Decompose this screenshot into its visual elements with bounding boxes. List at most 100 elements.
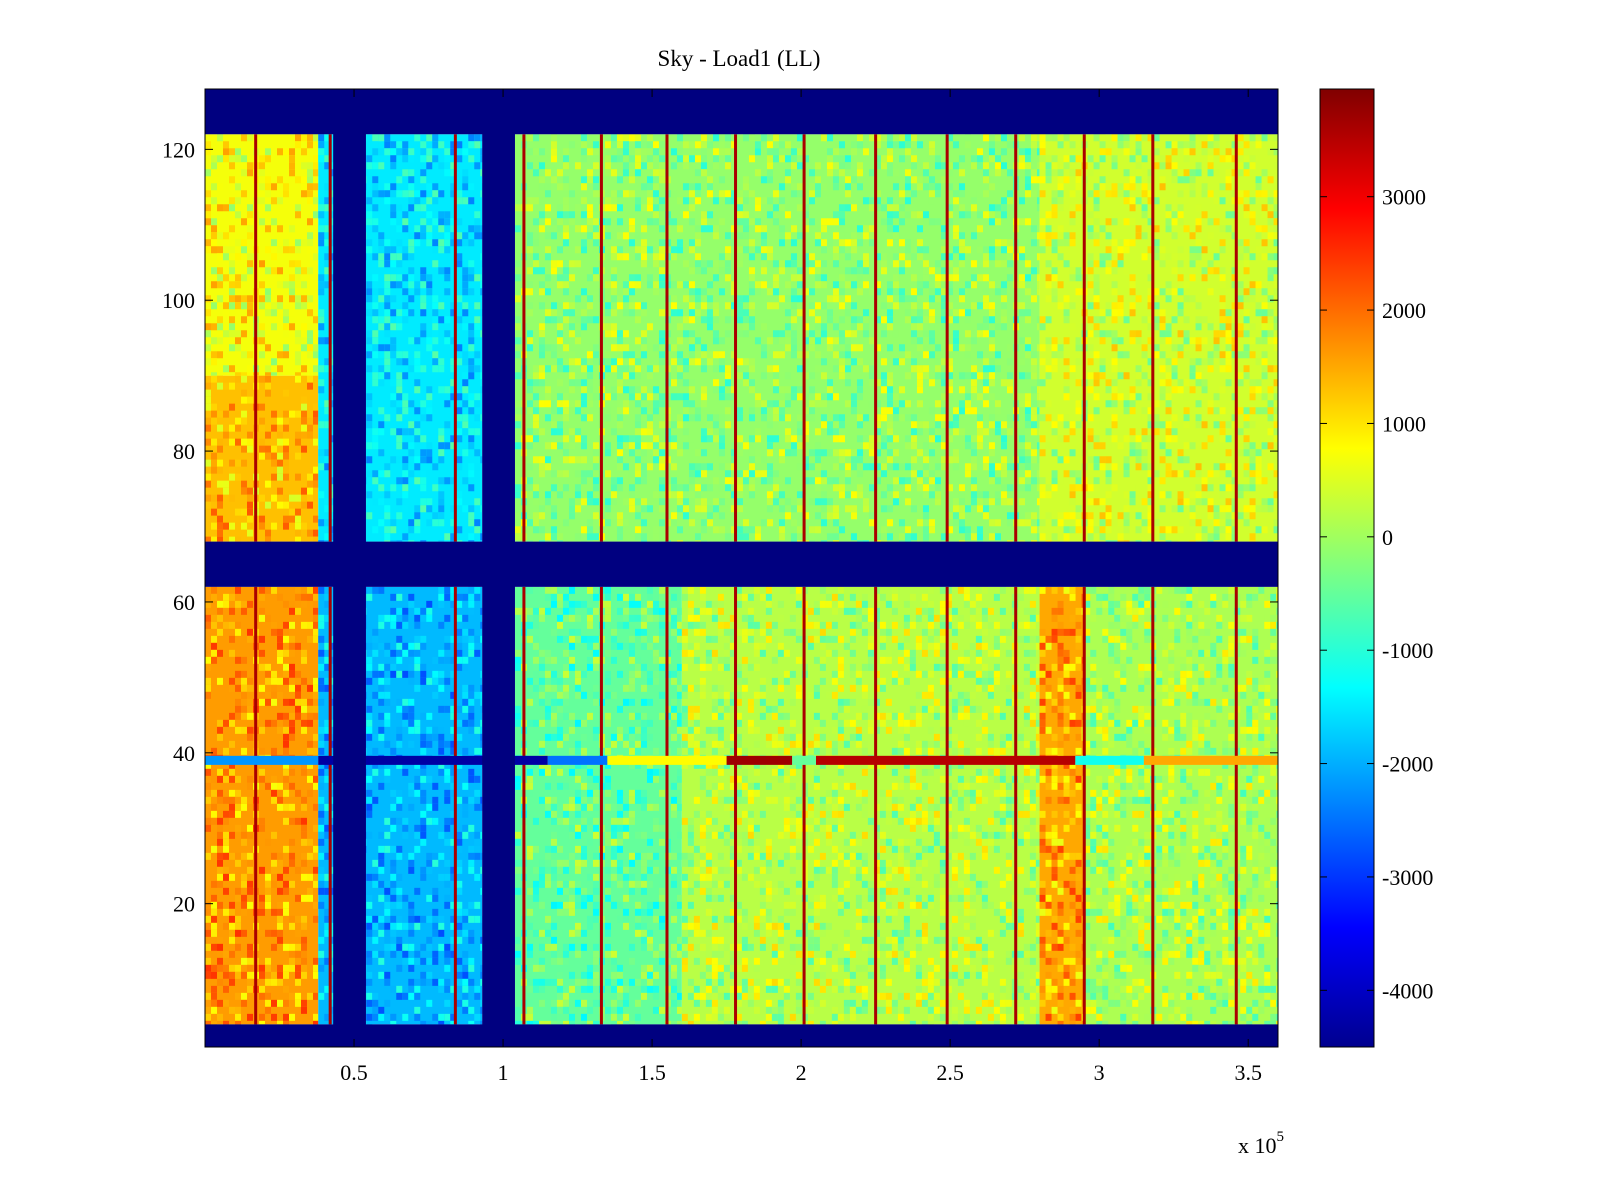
heatmap-cell [211, 459, 217, 467]
heatmap-cell [556, 365, 563, 373]
heatmap-cell [205, 417, 211, 425]
heatmap-cell [694, 155, 701, 163]
heatmap-cell [283, 309, 289, 317]
heatmap-cell [444, 894, 451, 902]
heatmap-cell [313, 410, 319, 418]
heatmap-cell [378, 642, 385, 650]
heatmap-region [514, 586, 682, 1025]
heatmap-cell [538, 677, 545, 685]
heatmap-cell [742, 232, 749, 240]
heatmap-cell [217, 529, 223, 537]
heatmap-cell [450, 810, 457, 818]
heatmap-cell [916, 141, 923, 149]
heatmap-cell [538, 169, 545, 177]
heatmap-cell [229, 803, 235, 811]
heatmap-cell [640, 726, 647, 734]
heatmap-cell [438, 831, 445, 839]
heatmap-cell [586, 1020, 593, 1025]
heatmap-cell [408, 155, 415, 163]
heatmap-cell [289, 684, 295, 692]
heatmap-cell [247, 260, 253, 268]
heatmap-cell [450, 593, 457, 601]
heatmap-cell [922, 260, 929, 268]
heatmap-cell [622, 908, 629, 916]
heatmap-cell [676, 894, 682, 902]
heatmap-cell [796, 267, 803, 275]
heatmap-cell [760, 260, 767, 268]
heatmap-cell [241, 155, 247, 163]
heatmap-cell [676, 393, 683, 401]
heatmap-cell [229, 929, 235, 937]
heatmap-cell [372, 337, 379, 345]
heatmap-cell [426, 957, 433, 965]
heatmap-cell [313, 614, 319, 622]
heatmap-cell [832, 176, 839, 184]
heatmap-cell [444, 789, 451, 797]
heatmap-cell [414, 978, 421, 986]
heatmap-cell [604, 593, 611, 601]
heatmap-cell [586, 211, 593, 219]
heatmap-cell [880, 267, 887, 275]
heatmap-cell [646, 768, 653, 776]
heatmap-cell [408, 169, 415, 177]
heatmap-cell [259, 169, 265, 177]
heatmap-cell [784, 232, 791, 240]
heatmap-cell [1036, 379, 1040, 387]
heatmap-cell [622, 134, 629, 142]
heatmap-cell [538, 323, 545, 331]
heatmap-cell [946, 211, 953, 219]
heatmap-cell [318, 491, 325, 499]
heatmap-cell [277, 635, 283, 643]
heatmap-cell [604, 197, 611, 205]
heatmap-cell [318, 684, 325, 692]
heatmap-cell [366, 999, 373, 1007]
heatmap-cell [211, 281, 217, 289]
heatmap-cell [396, 190, 403, 198]
heatmap-cell [289, 670, 295, 678]
heatmap-cell [526, 162, 533, 170]
heatmap-cell [916, 316, 923, 324]
heatmap-cell [808, 253, 815, 261]
heatmap-cell [271, 789, 277, 797]
heatmap-cell [640, 866, 647, 874]
heatmap-cell [217, 880, 223, 888]
heatmap-cell [318, 400, 325, 408]
heatmap-cell [223, 253, 229, 261]
heatmap-cell [916, 386, 923, 394]
heatmap-cell [384, 365, 391, 373]
heatmap-cell [712, 351, 719, 359]
heatmap-cell [456, 838, 463, 846]
heatmap-cell [670, 628, 677, 636]
heatmap-cell [396, 358, 403, 366]
heatmap-cell [604, 1006, 611, 1014]
heatmap-cell [550, 344, 557, 352]
heatmap-cell [211, 1020, 217, 1025]
heatmap-cell [283, 789, 289, 797]
heatmap-cell [928, 351, 935, 359]
heatmap-cell [682, 393, 689, 401]
heatmap-cell [802, 155, 809, 163]
heatmap-cell [634, 929, 641, 937]
heatmap-cell [277, 782, 283, 790]
heatmap-cell [271, 747, 277, 755]
heatmap-cell [802, 211, 809, 219]
heatmap-cell [468, 274, 475, 282]
heatmap-cell [526, 852, 533, 860]
heatmap-cell [295, 971, 301, 979]
heatmap-cell [265, 372, 271, 376]
heatmap-cell [235, 775, 241, 783]
heatmap-cell [634, 169, 641, 177]
heatmap-cell [1018, 302, 1025, 310]
heatmap-cell [414, 512, 421, 520]
heatmap-cell [730, 190, 737, 198]
heatmap-cell [544, 365, 551, 373]
heatmap-cell [706, 309, 713, 317]
heatmap-cell [682, 162, 689, 170]
heatmap-cell [580, 288, 587, 296]
heatmap-cell [1006, 344, 1013, 352]
heatmap-cell [313, 169, 319, 177]
heatmap-cell [718, 288, 725, 296]
heatmap-cell [1000, 246, 1007, 254]
heatmap-cell [556, 999, 563, 1007]
heatmap-cell [372, 281, 379, 289]
